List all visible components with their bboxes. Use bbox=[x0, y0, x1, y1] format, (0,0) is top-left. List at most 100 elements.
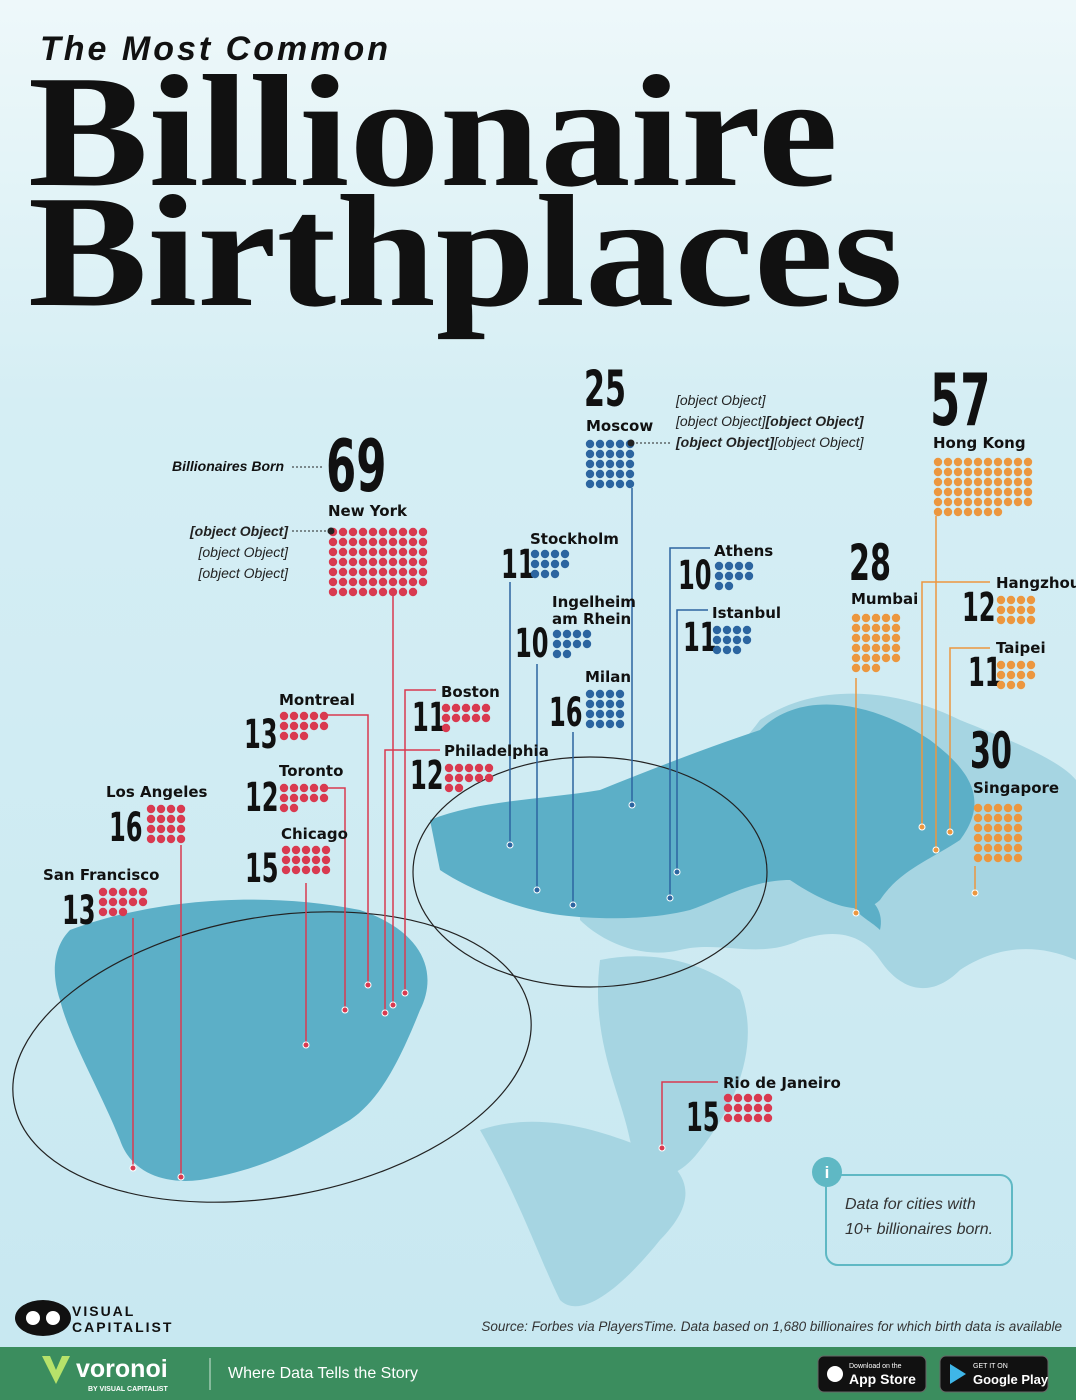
svg-text:i: i bbox=[825, 1163, 830, 1182]
dot bbox=[615, 439, 625, 449]
dot bbox=[983, 497, 993, 507]
badge-small: GET IT ON bbox=[973, 1363, 1008, 1370]
leader-line bbox=[949, 647, 990, 832]
app-store-badge[interactable] bbox=[817, 1355, 927, 1393]
dot bbox=[309, 721, 319, 731]
dot bbox=[724, 571, 734, 581]
city-point bbox=[658, 1144, 666, 1152]
city-name: Moscow bbox=[586, 417, 653, 435]
dot bbox=[481, 713, 491, 723]
badge-small: Download on the bbox=[849, 1363, 902, 1370]
google-play-badge[interactable] bbox=[939, 1355, 1049, 1393]
dot-grid bbox=[996, 660, 1036, 690]
dot bbox=[861, 633, 871, 643]
city-name: Chicago bbox=[281, 825, 348, 843]
dot bbox=[108, 897, 118, 907]
value-label: 11 bbox=[683, 615, 717, 661]
dot bbox=[1006, 615, 1016, 625]
leader-line bbox=[404, 689, 436, 993]
voronoi-sub: BY VISUAL CAPITALIST bbox=[88, 1386, 168, 1393]
dot bbox=[871, 613, 881, 623]
dot bbox=[742, 635, 752, 645]
value-label: 12 bbox=[410, 753, 444, 799]
dot bbox=[309, 711, 319, 721]
dot bbox=[388, 567, 398, 577]
dot bbox=[973, 487, 983, 497]
dot bbox=[328, 577, 338, 587]
dot bbox=[734, 571, 744, 581]
dot bbox=[348, 557, 358, 567]
dot bbox=[562, 639, 572, 649]
dot bbox=[963, 497, 973, 507]
dot bbox=[398, 557, 408, 567]
dot bbox=[418, 567, 428, 577]
dot bbox=[1006, 680, 1016, 690]
dot bbox=[166, 834, 176, 844]
dot bbox=[943, 507, 953, 517]
dot bbox=[1013, 813, 1023, 823]
value-label: 11 bbox=[412, 695, 446, 741]
dot bbox=[605, 689, 615, 699]
dot bbox=[408, 547, 418, 557]
dot bbox=[281, 865, 291, 875]
dot bbox=[289, 783, 299, 793]
dot bbox=[348, 527, 358, 537]
city-name: Hangzhou bbox=[996, 574, 1076, 592]
dot bbox=[128, 887, 138, 897]
city-name: Rio de Janeiro bbox=[723, 1074, 841, 1092]
dot bbox=[338, 577, 348, 587]
dot bbox=[378, 557, 388, 567]
dot bbox=[983, 457, 993, 467]
dot-grid bbox=[933, 457, 1033, 517]
dot bbox=[358, 537, 368, 547]
dot-grid bbox=[328, 527, 428, 597]
dot bbox=[763, 1093, 773, 1103]
dot bbox=[398, 577, 408, 587]
dot bbox=[279, 783, 289, 793]
apple-icon bbox=[827, 1366, 843, 1382]
city-point bbox=[666, 894, 674, 902]
dot bbox=[993, 497, 1003, 507]
note-point bbox=[627, 439, 635, 447]
dot bbox=[418, 557, 428, 567]
dot bbox=[993, 813, 1003, 823]
dot bbox=[464, 763, 474, 773]
dot bbox=[378, 577, 388, 587]
dot bbox=[753, 1093, 763, 1103]
city-point bbox=[506, 841, 514, 849]
dot bbox=[714, 571, 724, 581]
dot bbox=[953, 457, 963, 467]
dot bbox=[166, 804, 176, 814]
dot bbox=[291, 865, 301, 875]
dot bbox=[605, 699, 615, 709]
dot bbox=[368, 547, 378, 557]
dot bbox=[973, 833, 983, 843]
city-name: Hong Kong bbox=[933, 434, 1026, 452]
dot bbox=[1016, 595, 1026, 605]
city-name: Philadelphia bbox=[444, 742, 549, 760]
dot bbox=[484, 773, 494, 783]
dot bbox=[552, 649, 562, 659]
dot bbox=[881, 613, 891, 623]
dot bbox=[358, 567, 368, 577]
dot bbox=[1003, 477, 1013, 487]
dot bbox=[743, 1103, 753, 1113]
dot bbox=[953, 497, 963, 507]
dot bbox=[289, 731, 299, 741]
dot bbox=[444, 763, 454, 773]
dot bbox=[358, 547, 368, 557]
vc-logo: VISUAL CAPITALIST bbox=[15, 1300, 171, 1336]
dot bbox=[615, 459, 625, 469]
dot bbox=[943, 477, 953, 487]
dot bbox=[973, 843, 983, 853]
dot bbox=[615, 709, 625, 719]
dot bbox=[871, 623, 881, 633]
city-point bbox=[946, 828, 954, 836]
dot bbox=[871, 643, 881, 653]
value-label: 11 bbox=[968, 650, 1002, 696]
city-name: Singapore bbox=[973, 779, 1059, 797]
city-name: San Francisco bbox=[43, 866, 159, 884]
dot bbox=[146, 824, 156, 834]
dot bbox=[156, 804, 166, 814]
